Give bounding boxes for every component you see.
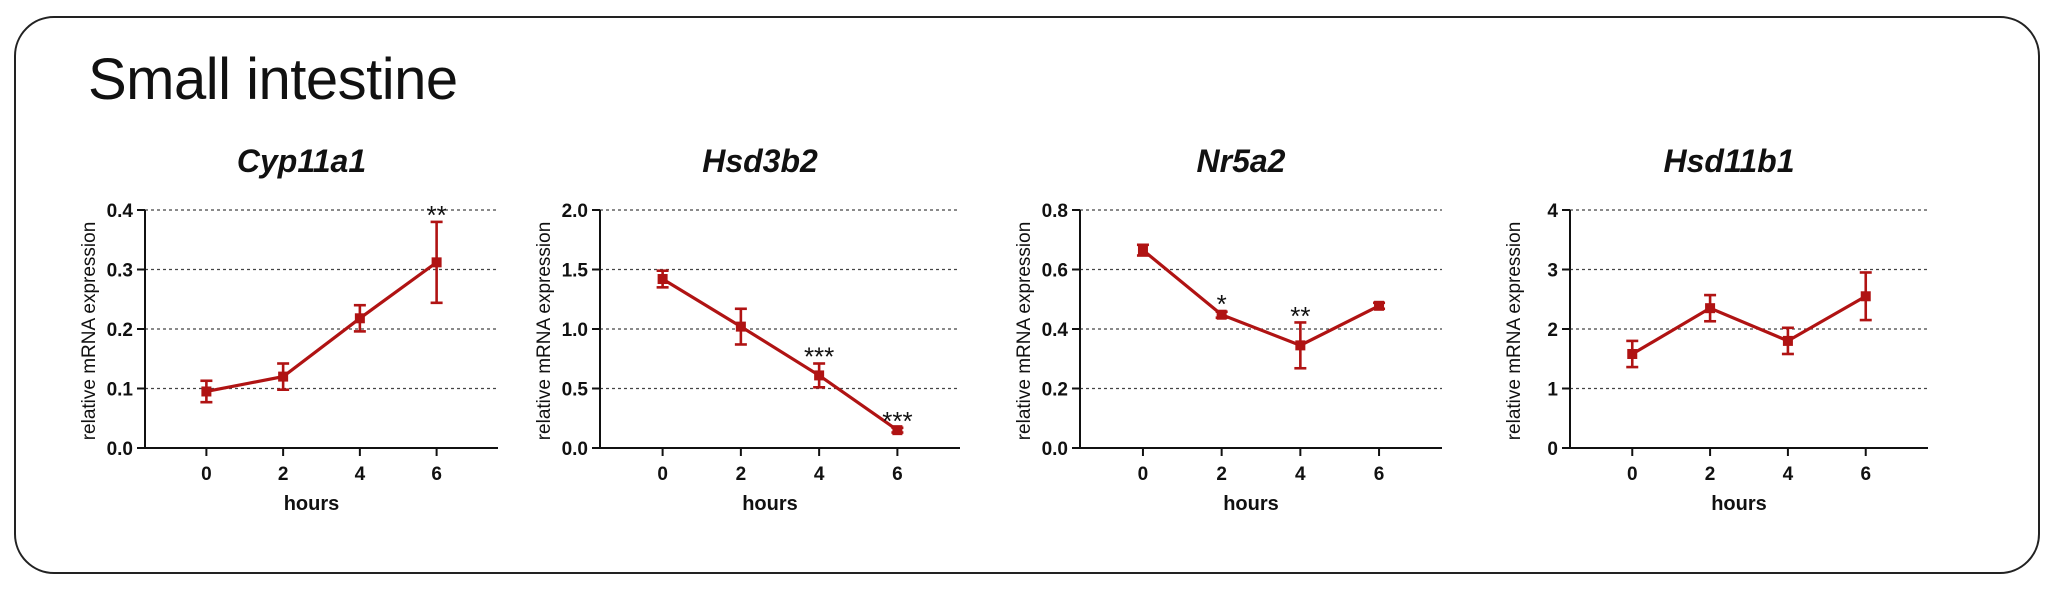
- x-tick-label: 0: [1627, 464, 1638, 485]
- x-tick-label: 0: [1138, 464, 1149, 485]
- x-tick-label: 4: [814, 464, 825, 485]
- y-tick-label: 0.8: [1042, 201, 1068, 222]
- y-tick-label: 3: [1547, 261, 1558, 282]
- x-tick-label: 6: [1860, 464, 1871, 485]
- panel-title: Small intestine: [88, 47, 458, 112]
- significance-label: *: [1217, 289, 1227, 319]
- y-tick-label: 2.0: [562, 201, 588, 222]
- y-tick-label: 0.0: [107, 439, 133, 460]
- y-tick-label: 1.0: [562, 320, 588, 341]
- y-tick-label: 0.4: [107, 201, 134, 222]
- x-axis-label: hours: [1711, 493, 1767, 515]
- data-point: [1295, 340, 1306, 351]
- series-line: [1141, 248, 1380, 348]
- x-tick-label: 4: [1295, 464, 1306, 485]
- data-point: [814, 370, 825, 381]
- x-tick-label: 0: [201, 464, 212, 485]
- chart-title: Hsd11b1: [1663, 143, 1794, 179]
- data-point: [735, 321, 746, 332]
- x-tick-label: 0: [657, 464, 668, 485]
- x-tick-label: 4: [355, 464, 366, 485]
- y-tick-label: 0.6: [1042, 261, 1068, 282]
- significance-label: ***: [804, 342, 834, 372]
- significance-label: **: [426, 200, 446, 230]
- y-axis-label: relative mRNA expression: [534, 222, 555, 441]
- x-tick-label: 4: [1783, 464, 1794, 485]
- series-line: [661, 277, 899, 432]
- significance-label: **: [1290, 301, 1310, 331]
- y-tick-label: 0.0: [1042, 439, 1068, 460]
- x-tick-label: 6: [1374, 464, 1385, 485]
- y-tick-label: 0.3: [107, 261, 133, 282]
- chart-title: Nr5a2: [1197, 143, 1286, 179]
- y-tick-label: 4: [1547, 201, 1558, 222]
- y-axis-label: relative mRNA expression: [1504, 222, 1525, 441]
- x-tick-label: 6: [892, 464, 903, 485]
- data-point: [354, 313, 365, 324]
- data-point: [657, 274, 668, 285]
- panel-frame: [14, 16, 2040, 574]
- y-axis-label: relative mRNA expression: [79, 222, 100, 441]
- x-tick-label: 2: [278, 464, 289, 485]
- data-point: [1137, 245, 1148, 256]
- data-point: [1705, 303, 1716, 314]
- chart-title: Hsd3b2: [702, 143, 818, 179]
- x-tick-label: 2: [1705, 464, 1716, 485]
- data-point: [1374, 300, 1385, 311]
- y-tick-label: 0.0: [562, 439, 588, 460]
- series-line: [1631, 294, 1867, 356]
- y-tick-label: 0.4: [1042, 320, 1069, 341]
- data-point: [278, 371, 289, 382]
- x-axis-label: hours: [742, 493, 798, 515]
- data-point: [1627, 348, 1638, 359]
- data-point: [201, 386, 212, 397]
- y-axis-label: relative mRNA expression: [1014, 222, 1035, 441]
- data-point: [892, 425, 903, 436]
- x-axis-label: hours: [1223, 493, 1279, 515]
- chart-title: Cyp11a1: [237, 143, 366, 179]
- y-tick-label: 2: [1547, 320, 1558, 341]
- data-point: [1782, 335, 1793, 346]
- series-line: [206, 261, 438, 394]
- y-tick-label: 0: [1547, 439, 1558, 460]
- data-point: [1216, 309, 1227, 320]
- y-tick-label: 0.5: [562, 380, 589, 401]
- x-axis-label: hours: [284, 493, 340, 515]
- data-point: [431, 257, 442, 268]
- x-tick-label: 2: [1216, 464, 1227, 485]
- y-tick-label: 0.2: [1042, 380, 1068, 401]
- y-tick-label: 0.1: [107, 380, 134, 401]
- y-tick-label: 0.2: [107, 320, 133, 341]
- significance-label: ***: [882, 406, 912, 436]
- x-tick-label: 2: [736, 464, 747, 485]
- y-tick-label: 1.5: [562, 261, 589, 282]
- x-tick-label: 6: [431, 464, 442, 485]
- y-tick-label: 1: [1547, 380, 1558, 401]
- data-point: [1860, 291, 1871, 302]
